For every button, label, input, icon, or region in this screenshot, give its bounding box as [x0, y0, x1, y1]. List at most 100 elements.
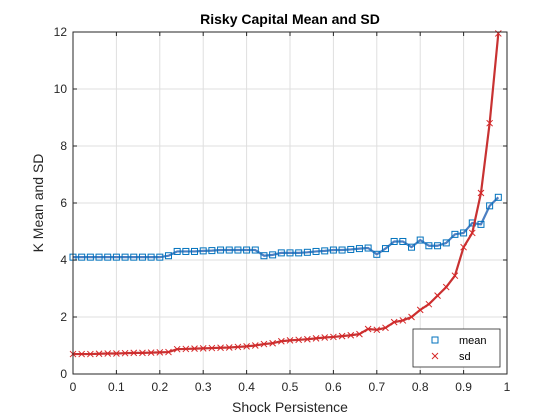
data-point-mean	[373, 250, 381, 258]
series-line-mean	[73, 196, 500, 259]
x-tick-label: 0.4	[238, 380, 255, 394]
data-point-mean	[208, 247, 216, 255]
x-marker-stroke	[147, 349, 155, 356]
x-tick-label: 0.5	[282, 380, 299, 394]
legend-sd-x	[431, 352, 439, 360]
x-marker-stroke	[156, 348, 164, 356]
x-marker-stroke	[208, 344, 216, 352]
data-point-sd	[182, 345, 190, 353]
data-point-sd	[434, 292, 441, 299]
data-point-sd	[87, 350, 94, 358]
legend-sd-label: sd	[459, 351, 471, 363]
data-point-sd	[460, 243, 467, 251]
x-marker-stroke	[312, 335, 320, 342]
x-marker-stroke	[347, 331, 355, 339]
x-marker-stroke	[304, 335, 311, 343]
x-tick-label: 0.2	[151, 380, 168, 394]
x-marker-stroke	[425, 300, 433, 308]
y-tick-label: 12	[54, 25, 68, 39]
data-point-mean	[425, 242, 433, 250]
x-marker-stroke	[431, 352, 439, 360]
data-point-mean	[399, 237, 407, 245]
legend-mean-label: mean	[459, 335, 487, 347]
data-point-sd	[304, 335, 311, 343]
x-marker-stroke	[468, 229, 476, 237]
x-marker-stroke	[460, 243, 467, 251]
x-tick-label: 0.7	[368, 380, 385, 394]
data-point-mean	[182, 247, 190, 255]
x-marker-stroke	[104, 350, 112, 357]
data-point-mean	[286, 249, 294, 257]
data-point-mean	[434, 242, 442, 250]
data-point-mean	[138, 253, 146, 261]
data-point-sd	[477, 189, 485, 197]
data-point-mean	[416, 236, 424, 244]
data-point-mean	[460, 229, 468, 237]
data-point-mean	[173, 247, 181, 255]
y-tick-label: 6	[60, 196, 67, 210]
data-point-sd	[494, 30, 502, 37]
y-axis-label: K Mean and SD	[30, 154, 46, 253]
x-marker-stroke	[199, 344, 207, 352]
x-tick-label: 0.9	[455, 380, 472, 394]
data-point-sd	[408, 313, 415, 321]
series-markers-sd	[69, 30, 502, 358]
data-point-sd	[356, 330, 363, 338]
x-marker-stroke	[382, 324, 389, 332]
x-marker-stroke	[95, 350, 103, 358]
data-point-mean	[347, 245, 355, 253]
data-point-mean	[494, 193, 502, 201]
data-point-sd	[78, 350, 86, 358]
x-tick-label: 0	[70, 380, 77, 394]
x-marker-stroke	[173, 345, 181, 353]
y-tick-label: 8	[60, 139, 67, 153]
data-point-sd	[147, 349, 155, 356]
legend-box	[412, 328, 501, 368]
x-marker-stroke	[139, 349, 146, 357]
x-marker-stroke	[225, 344, 233, 351]
x-marker-stroke	[269, 339, 276, 347]
data-point-mean	[95, 253, 103, 261]
chart-title: Risky Capital Mean and SD	[200, 11, 380, 27]
data-point-mean	[269, 251, 277, 259]
x-marker-stroke	[217, 344, 224, 352]
data-point-sd	[225, 344, 233, 351]
x-marker-stroke	[87, 350, 94, 358]
x-tick-label: 0.3	[195, 380, 212, 394]
data-point-sd	[330, 333, 337, 341]
y-tick-label: 2	[60, 310, 67, 324]
data-point-mean	[86, 253, 94, 261]
data-point-mean	[112, 253, 120, 261]
x-marker-stroke	[434, 292, 441, 299]
data-point-mean	[156, 253, 164, 261]
data-point-sd	[104, 350, 112, 357]
x-marker-stroke	[356, 330, 363, 338]
data-point-mean	[451, 230, 459, 238]
data-point-sd	[416, 306, 424, 314]
data-point-sd	[468, 229, 476, 237]
data-point-mean	[147, 253, 155, 261]
data-point-mean	[381, 245, 389, 253]
data-point-sd	[251, 342, 259, 349]
data-point-sd	[338, 332, 346, 340]
data-point-sd	[373, 326, 381, 334]
x-marker-stroke	[442, 283, 450, 291]
y-tick-label: 0	[60, 367, 67, 381]
data-point-mean	[130, 253, 138, 261]
x-marker-stroke	[260, 340, 268, 348]
x-marker-stroke	[295, 336, 303, 344]
data-point-sd	[312, 335, 320, 342]
data-point-sd	[486, 119, 493, 127]
data-point-mean	[243, 246, 251, 254]
data-point-mean	[355, 245, 363, 253]
x-marker-stroke	[191, 345, 198, 352]
x-marker-stroke	[364, 325, 372, 333]
x-marker-stroke	[494, 30, 502, 37]
data-point-mean	[364, 244, 372, 252]
data-point-mean	[199, 247, 207, 255]
data-point-sd	[286, 337, 294, 344]
data-point-mean	[312, 247, 320, 255]
x-axis-label: Shock Persistence	[232, 399, 348, 415]
